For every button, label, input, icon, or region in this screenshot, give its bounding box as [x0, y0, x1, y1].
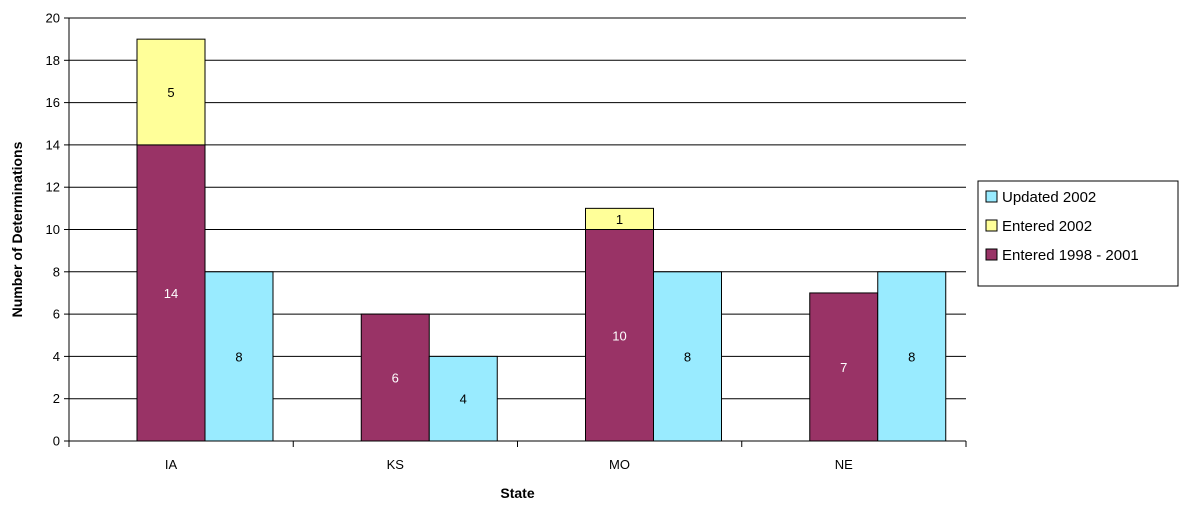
x-tick-labels: IA KS MO NE [165, 457, 853, 472]
legend-swatch [985, 219, 998, 232]
bar-value-label: 4 [460, 392, 467, 407]
axes [64, 17, 967, 447]
legend-label: Entered 1998 - 2001 [1002, 247, 1139, 264]
legend-swatch [985, 190, 998, 203]
bar-entered-1998-2001-ne [809, 292, 879, 442]
y-tick-label: 2 [53, 391, 60, 406]
bar-value-label: 14 [164, 286, 178, 301]
bar-value-label: 8 [684, 349, 691, 364]
bar-value-label: 5 [167, 85, 174, 100]
bar-entered-1998-2001-ia [136, 144, 206, 442]
bar-entered-2002-mo [585, 207, 654, 231]
y-tick-label: 16 [46, 95, 60, 110]
legend-label: Entered 2002 [1002, 218, 1092, 235]
bar-updated-2002-ks [428, 355, 498, 442]
bars: 14 5 8 6 4 10 1 8 7 8 [136, 38, 947, 442]
bar-entered-1998-2001-ks [360, 313, 430, 442]
x-tick-label: KS [387, 457, 405, 472]
legend: Updated 2002 Entered 2002 Entered 1998 - 2… [977, 180, 1179, 287]
bar-entered-2002-ia [136, 38, 206, 146]
bar-value-label: 6 [392, 371, 399, 386]
y-tick-label: 8 [53, 264, 60, 279]
bar-updated-2002-mo [653, 271, 722, 442]
bar-updated-2002-ne [877, 271, 947, 442]
y-tick-label: 12 [46, 180, 60, 195]
bar-value-label: 7 [840, 360, 847, 375]
y-axis-title: Number of Determinations [9, 141, 25, 317]
bar-value-label: 8 [235, 349, 242, 364]
legend-swatch [985, 248, 998, 261]
y-tick-label: 0 [53, 434, 60, 449]
y-tick-label: 4 [53, 349, 60, 364]
legend-box [977, 180, 1179, 287]
bar-value-label: 10 [612, 328, 626, 343]
y-tick-label: 6 [53, 307, 60, 322]
bar-value-label: 1 [616, 212, 623, 227]
y-tick-label: 14 [46, 137, 60, 152]
legend-label: Updated 2002 [1002, 189, 1096, 206]
bar-updated-2002-ia [204, 271, 274, 442]
x-tick-label: NE [835, 457, 853, 472]
y-tick-label: 18 [46, 53, 60, 68]
y-tick-labels: 0 2 4 6 8 10 12 14 16 18 20 [46, 11, 60, 449]
x-axis-title: State [500, 485, 534, 501]
y-tick-label: 20 [46, 11, 60, 26]
x-tick-label: MO [609, 457, 630, 472]
y-tick-label: 10 [46, 222, 60, 237]
bar-value-label: 8 [908, 349, 915, 364]
x-tick-label: IA [165, 457, 178, 472]
